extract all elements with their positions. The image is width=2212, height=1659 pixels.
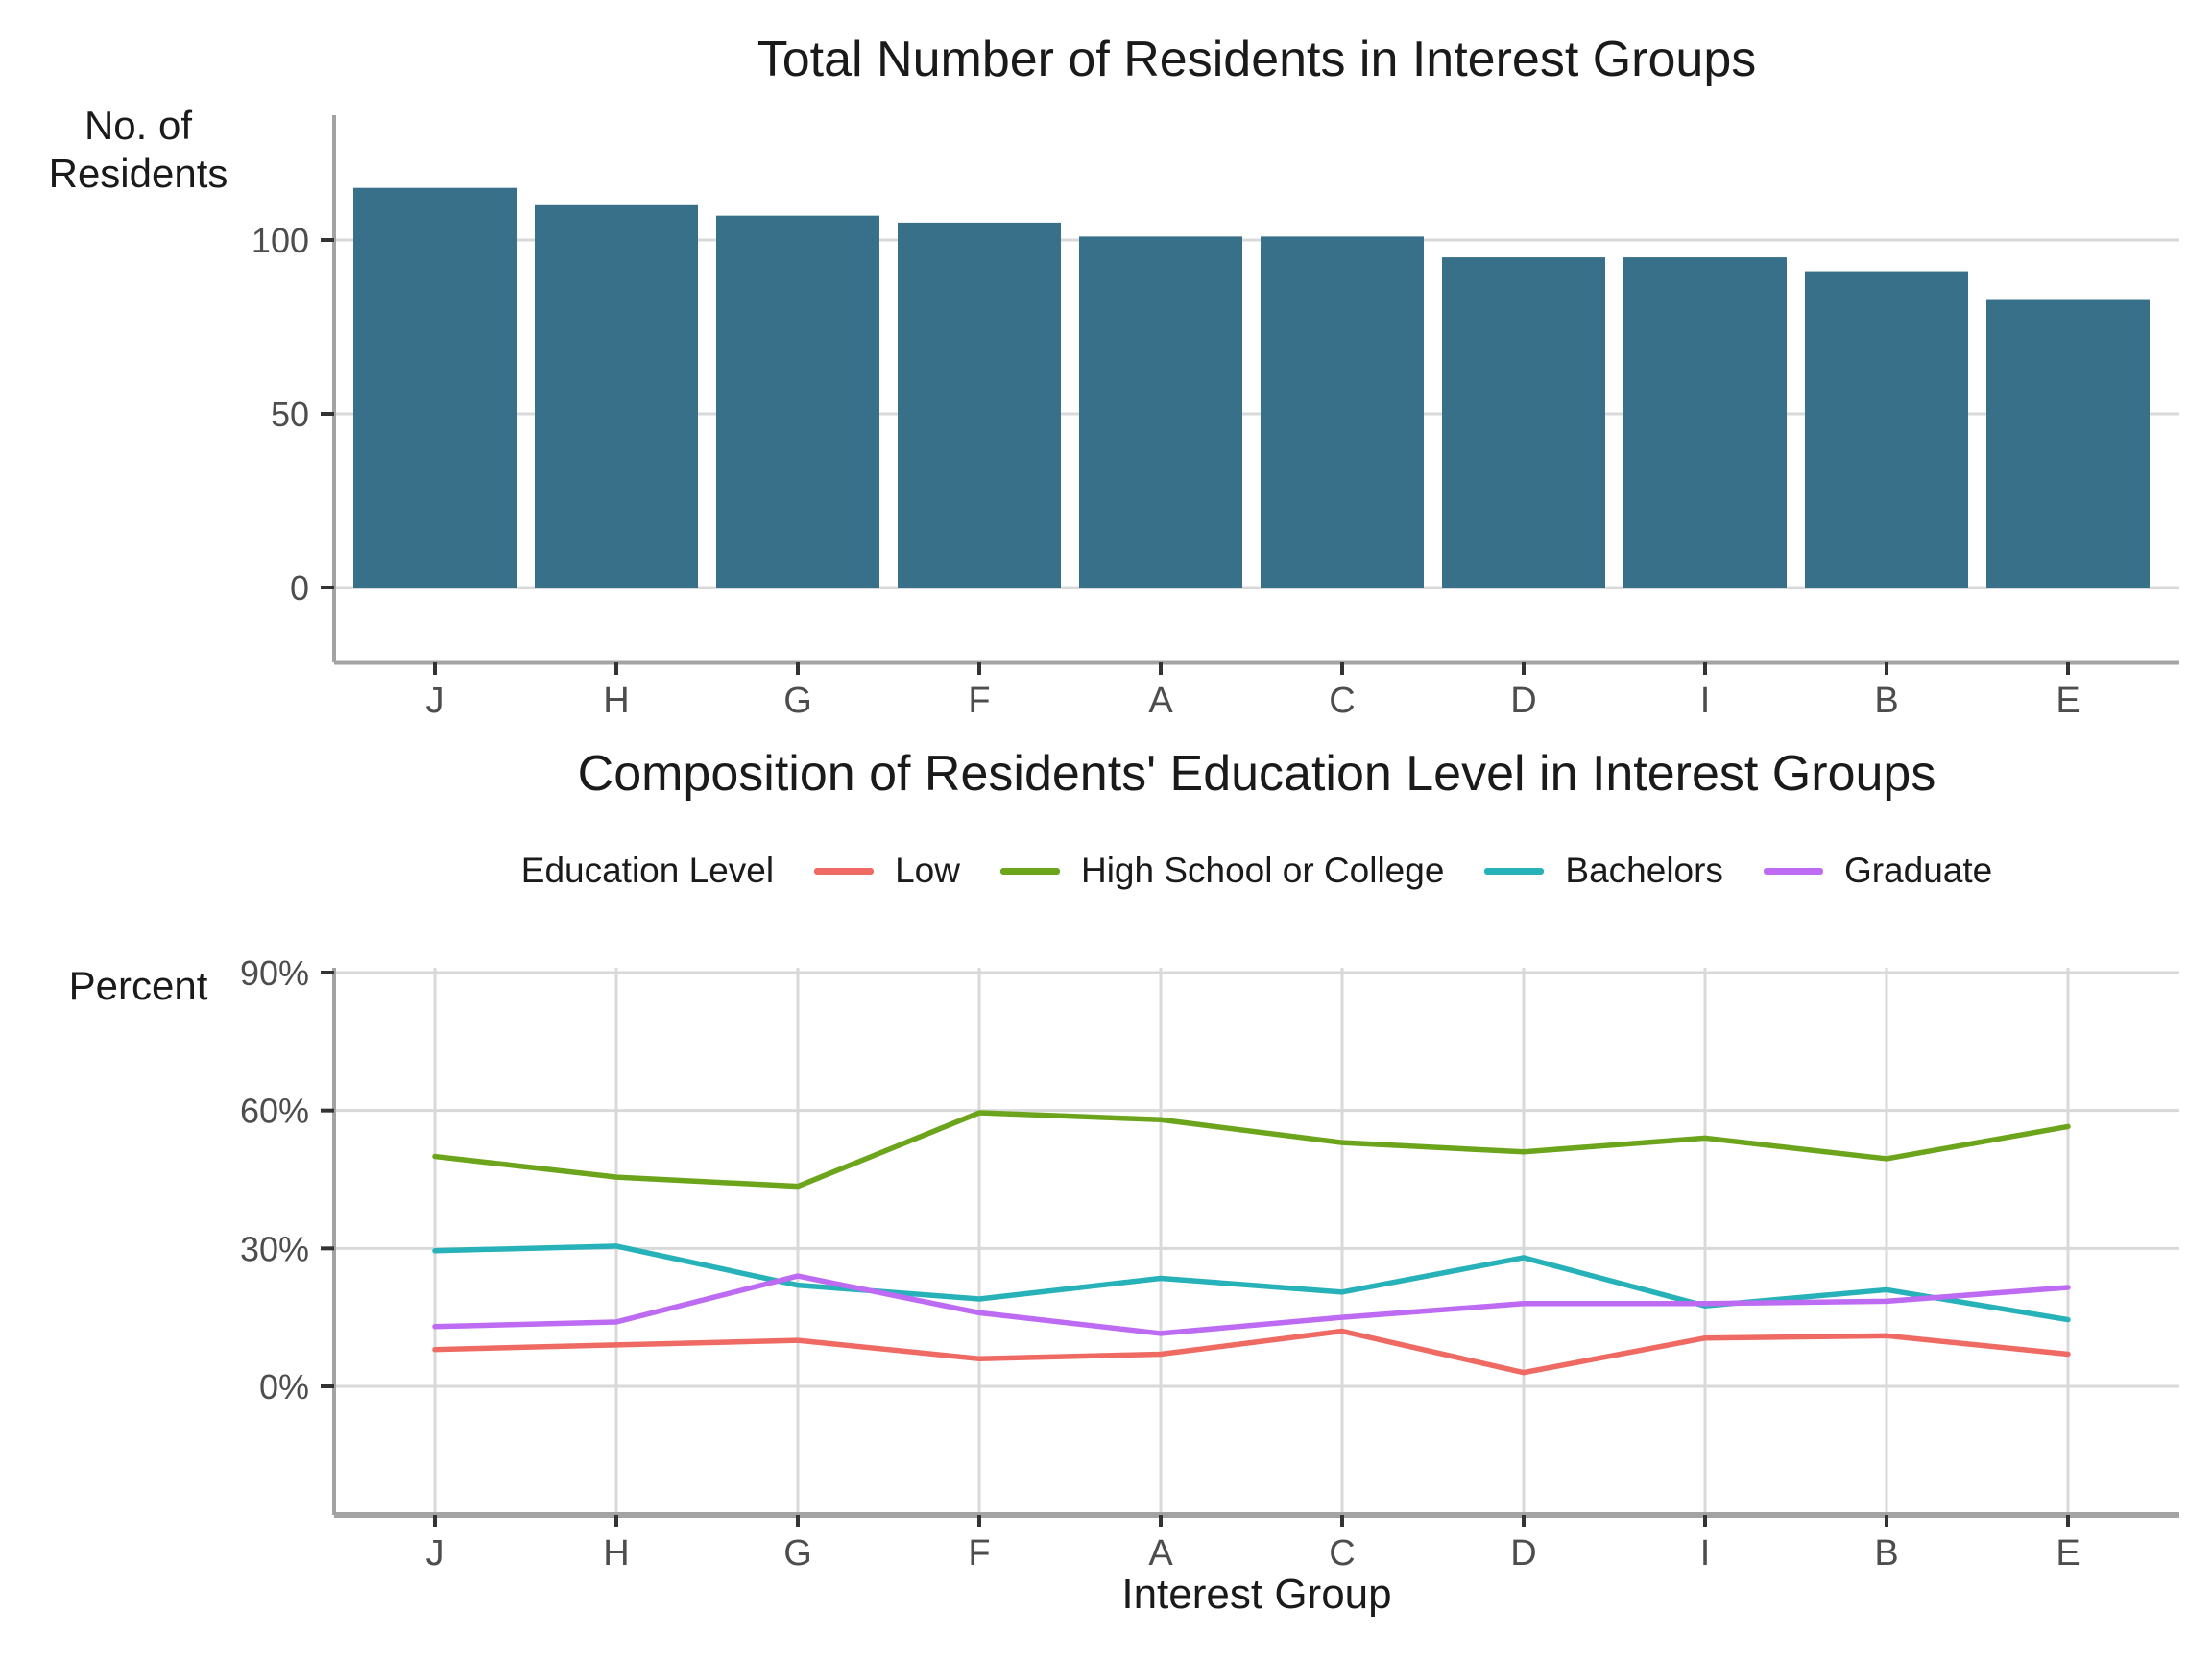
- series-line-low: [432, 1328, 2071, 1376]
- line-chart-title: Composition of Residents' Education Leve…: [577, 746, 1936, 802]
- x-tick-label-F: F: [968, 1533, 990, 1574]
- x-tick-label-I: I: [1700, 681, 1711, 721]
- legend-entry-low: Low: [814, 851, 960, 891]
- legend-label-graduate: Graduate: [1843, 851, 1993, 890]
- y-tick-label-30: 30%: [240, 1229, 309, 1268]
- legend-key-icon-bachelors: [1484, 867, 1545, 875]
- x-tick-label-J: J: [426, 1533, 445, 1574]
- legend-key-icon-graduate: [1763, 867, 1823, 875]
- y-tick-label-100: 100: [252, 221, 309, 260]
- bar-chart-y-axis-title: No. of Residents: [27, 102, 250, 197]
- series-line-graduate: [432, 1273, 2071, 1336]
- x-tick-label-G: G: [783, 681, 812, 721]
- y-tick-label-0: 0%: [259, 1367, 309, 1407]
- legend-label-low: Low: [895, 851, 960, 890]
- y-axis-title-line-2: Residents: [48, 150, 228, 196]
- bar-chart-plot-area: 0 50 100 J H G F A C D I B E: [252, 115, 2179, 721]
- x-tick-label-D: D: [1510, 1533, 1536, 1574]
- y-tick-label-0: 0: [290, 568, 309, 608]
- bar-F: [898, 222, 1061, 588]
- bar-J: [353, 187, 517, 588]
- x-tick-label-B: B: [1874, 681, 1898, 721]
- x-tick-label-J: J: [426, 681, 445, 721]
- legend-label-bachelors: Bachelors: [1565, 851, 1723, 890]
- bar-E: [1986, 299, 2150, 588]
- bar-chart-title: Total Number of Residents in Interest Gr…: [757, 32, 1757, 87]
- legend-title: Education Level: [520, 851, 775, 890]
- x-tick-label-F: F: [968, 681, 990, 721]
- legend-entry-bachelors: Bachelors: [1484, 851, 1723, 891]
- legend-label-high-school-or-college: High School or College: [1080, 851, 1445, 890]
- bar-I: [1623, 257, 1787, 588]
- x-tick-label-A: A: [1148, 1533, 1173, 1574]
- y-tick-label-90: 90%: [240, 953, 309, 993]
- x-tick-label-C: C: [1329, 681, 1355, 721]
- legend-key-icon-low: [814, 867, 875, 875]
- line-chart-y-axis-title: Percent: [68, 963, 208, 1008]
- bar-B: [1805, 271, 1968, 588]
- x-tick-label-D: D: [1510, 681, 1536, 721]
- legend: Education Level Low High School or Colleg…: [334, 851, 2179, 891]
- legend-key-icon-high-school-or-college: [999, 867, 1060, 875]
- x-tick-label-A: A: [1148, 681, 1173, 721]
- x-tick-label-B: B: [1874, 1533, 1898, 1574]
- legend-entry-high-school-or-college: High School or College: [999, 851, 1445, 891]
- y-tick-label-60: 60%: [240, 1092, 309, 1131]
- bar-A: [1079, 236, 1242, 588]
- series-line-bachelors: [432, 1243, 2071, 1323]
- line-chart-plot-area: 0% 30% 60% 90% J H G F A C D I B E: [240, 953, 2179, 1574]
- line-chart-x-axis-title: Interest Group: [1121, 1571, 1392, 1618]
- y-axis-title-line-1: No. of: [84, 103, 193, 148]
- x-tick-label-E: E: [2056, 681, 2080, 721]
- x-tick-label-C: C: [1329, 1533, 1355, 1574]
- bar-G: [716, 215, 879, 588]
- x-tick-label-G: G: [783, 1533, 812, 1574]
- x-tick-label-H: H: [603, 681, 629, 721]
- y-tick-label-50: 50: [271, 395, 309, 434]
- bar-C: [1261, 236, 1424, 588]
- legend-entry-graduate: Graduate: [1763, 851, 1993, 891]
- series-line-high-school-or-college: [432, 1110, 2071, 1190]
- bar-D: [1442, 257, 1605, 588]
- x-tick-label-E: E: [2056, 1533, 2080, 1574]
- x-tick-label-H: H: [603, 1533, 629, 1574]
- x-tick-label-I: I: [1700, 1533, 1711, 1574]
- bar-H: [535, 204, 698, 589]
